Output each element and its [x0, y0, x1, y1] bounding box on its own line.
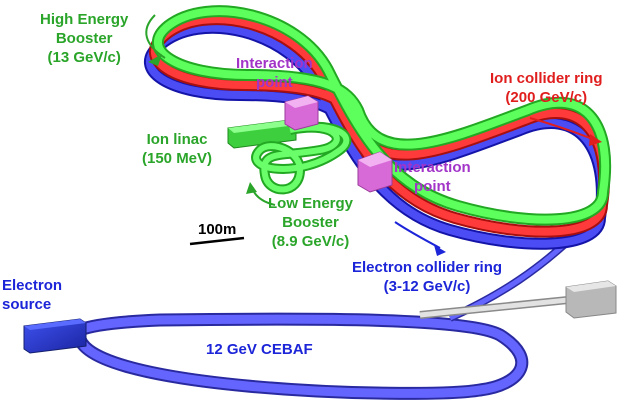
high-energy-booster-label: High Energy Booster (13 GeV/c)	[40, 11, 129, 66]
electron-collider-ring-label: Electron collider ring (3-12 GeV/c)	[352, 259, 503, 295]
ion-collider-ring-label: Ion collider ring (200 GeV/c)	[490, 70, 603, 106]
dump-beamline	[419, 296, 569, 319]
dump-block	[565, 280, 617, 319]
electron-collider-ring	[144, 21, 608, 250]
cebaf-label: 12 GeV CEBAF	[206, 341, 313, 358]
electron-source-label: Electron source	[2, 277, 63, 313]
le-booster-arrow	[246, 182, 276, 206]
low-energy-booster-ring	[251, 121, 352, 195]
cebaf-racetrack	[73, 312, 529, 400]
high-energy-booster-ring	[152, 5, 612, 226]
electron-source-block	[23, 318, 87, 354]
interaction-point-label-2: Interaction point	[394, 159, 471, 195]
interaction-point-block-2	[357, 151, 393, 193]
ion-ring-arrow	[529, 117, 602, 146]
scale-bar-line	[189, 236, 245, 246]
ion-linac-label: Ion linac (150 MeV)	[142, 131, 213, 167]
low-energy-booster-label: Low Energy Booster (8.9 GeV/c)	[268, 195, 354, 250]
scale-bar-label: 100m	[198, 221, 237, 238]
he-booster-arrow	[145, 14, 166, 66]
interaction-point-block-1	[284, 95, 319, 131]
electron-ring-arrow	[394, 221, 446, 256]
interaction-point-label-1: Interaction point	[236, 55, 313, 91]
